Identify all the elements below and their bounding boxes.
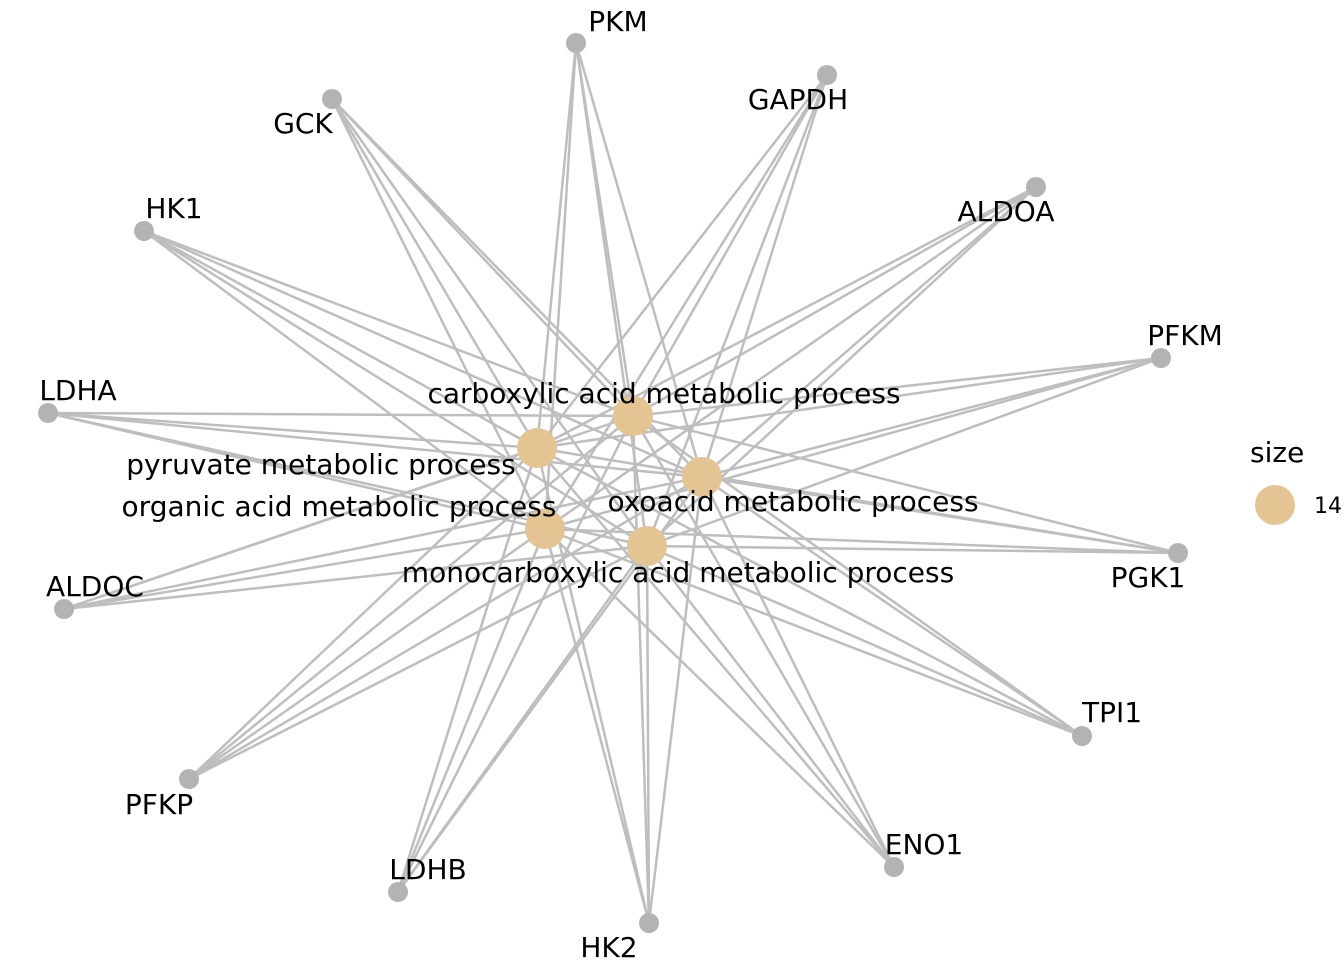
- edge-pfkm-org: [544, 356, 1162, 531]
- edge-pfkp-org: [188, 527, 546, 781]
- gene-node-pfkp: [179, 769, 199, 789]
- gene-label-aldoa: ALDOA: [957, 195, 1054, 228]
- legend-size-value: 14: [1314, 494, 1342, 519]
- term-label-carb: carboxylic acid metabolic process: [427, 377, 900, 410]
- term-label-mono: monocarboxylic acid metabolic process: [402, 556, 954, 589]
- edge-pkm-oxo: [574, 42, 704, 478]
- term-node-pyr: [517, 428, 557, 468]
- term-label-oxo: oxoacid metabolic process: [607, 485, 978, 518]
- edges: [47, 42, 1179, 924]
- edge-hk1-mono: [143, 229, 648, 548]
- edge-pgk1-oxo: [701, 475, 1179, 555]
- term-node-mono: [627, 526, 667, 566]
- edge-hk1-org: [143, 229, 546, 531]
- edge-gapdh-org: [543, 74, 829, 530]
- edge-gapdh-pyr: [536, 74, 828, 449]
- gene-node-aldoa: [1026, 177, 1046, 197]
- edge-eno1-pyr: [536, 447, 895, 868]
- edge-tpi1-oxo: [701, 475, 1083, 738]
- gene-label-hk1: HK1: [145, 192, 202, 225]
- edge-ldha-pyr: [47, 411, 538, 450]
- term-node-oxo: [682, 457, 722, 497]
- edge-ldhb-mono: [396, 545, 649, 893]
- edge-ldhb-org: [396, 528, 547, 893]
- gene-node-ldha: [38, 403, 58, 423]
- term-label-pyr: pyruvate metabolic process: [126, 448, 515, 481]
- gene-node-gck: [322, 89, 342, 109]
- gene-label-pkm: PKM: [588, 5, 647, 38]
- edge-ldhb-pyr: [396, 447, 539, 893]
- term-node-carb: [613, 396, 653, 436]
- edge-ldha-carb: [47, 411, 634, 418]
- edge-pfkm-carb: [632, 356, 1162, 418]
- edge-gapdh-carb: [631, 74, 829, 417]
- edge-ldhb-carb: [396, 415, 635, 893]
- gene-label-ldha: LDHA: [39, 374, 116, 407]
- gene-label-pfkm: PFKM: [1147, 319, 1223, 352]
- gene-label-ldhb: LDHB: [389, 853, 466, 886]
- edge-eno1-carb: [631, 415, 896, 868]
- edge-pfkp-oxo: [188, 475, 703, 781]
- gene-nodes: [38, 33, 1188, 933]
- legend-size-marker: [1255, 485, 1295, 525]
- gene-label-pgk1: PGK1: [1111, 561, 1186, 594]
- gene-node-aldoc: [54, 599, 74, 619]
- node-labels: PKM GAPDH GCK ALDOA HK1 PFKM LDHA PGK1 ALDOC TPI1…: [39, 5, 1222, 960]
- gene-node-gapdh: [817, 65, 837, 85]
- gene-node-pgk1: [1168, 543, 1188, 563]
- edge-pfkm-oxo: [701, 356, 1162, 479]
- gene-label-tpi1: TPI1: [1081, 696, 1142, 729]
- edge-eno1-mono: [646, 545, 895, 868]
- gene-label-hk2: HK2: [580, 931, 637, 960]
- gene-node-ldhb: [388, 882, 408, 902]
- edge-tpi1-pyr: [536, 446, 1083, 738]
- edge-hk2-oxo: [647, 476, 704, 924]
- gene-node-hk1: [134, 221, 154, 241]
- edge-eno1-oxo: [700, 476, 896, 868]
- edge-hk1-pyr: [143, 229, 538, 450]
- edge-aldoa-org: [544, 185, 1037, 531]
- edge-tpi1-mono: [646, 544, 1083, 738]
- term-node-org: [525, 509, 565, 549]
- gene-node-pkm: [566, 33, 586, 53]
- gene-label-pfkp: PFKP: [125, 788, 193, 821]
- edge-hk1-carb: [143, 229, 634, 418]
- edge-ldha-oxo: [47, 411, 703, 479]
- edge-pfkm-mono: [646, 356, 1162, 548]
- edge-hk2-org: [543, 528, 651, 924]
- gene-label-gapdh: GAPDH: [748, 83, 848, 116]
- edge-aldoc-mono: [63, 544, 648, 611]
- legend-title: size: [1250, 436, 1304, 469]
- edge-eno1-org: [544, 528, 895, 868]
- gene-label-gck: GCK: [273, 107, 333, 140]
- edge-pfkp-carb: [188, 415, 634, 780]
- term-label-org: organic acid metabolic process: [122, 490, 557, 523]
- edge-aldoc-pyr: [63, 446, 538, 611]
- gene-node-tpi1: [1072, 726, 1092, 746]
- edge-pkm-pyr: [535, 42, 578, 449]
- gene-node-hk2: [639, 913, 659, 933]
- edge-aldoc-org: [63, 527, 546, 611]
- edge-hk2-carb: [631, 415, 651, 924]
- edge-gck-mono: [330, 98, 649, 547]
- edge-hk2-mono: [645, 545, 651, 924]
- edge-gapdh-oxo: [700, 74, 829, 478]
- gene-node-pfkm: [1151, 348, 1171, 368]
- gene-node-eno1: [884, 857, 904, 877]
- legend: size 14: [1250, 436, 1342, 525]
- gene-label-eno1: ENO1: [885, 828, 964, 861]
- edge-aldoa-oxo: [701, 186, 1037, 478]
- gene-label-aldoc: ALDOC: [46, 570, 144, 603]
- edge-gapdh-mono: [645, 74, 829, 547]
- edge-aldoc-oxo: [63, 475, 703, 611]
- edge-aldoa-carb: [632, 185, 1037, 418]
- edge-pfkp-pyr: [188, 447, 538, 780]
- edge-pgk1-carb: [632, 414, 1179, 555]
- edge-pfkp-mono: [188, 544, 648, 781]
- term-nodes: [517, 396, 722, 566]
